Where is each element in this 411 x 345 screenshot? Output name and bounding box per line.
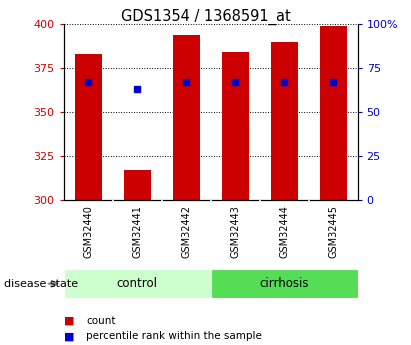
Text: disease state: disease state (4, 279, 78, 289)
Bar (222, 52, 249, 200)
Bar (75, 54, 102, 200)
Text: GDS1354 / 1368591_at: GDS1354 / 1368591_at (120, 9, 291, 25)
Bar (124, 170, 151, 200)
Text: GSM32443: GSM32443 (230, 205, 240, 258)
Bar (211, 269, 358, 298)
Text: GSM32441: GSM32441 (132, 205, 142, 258)
Text: ■: ■ (64, 316, 74, 326)
Text: GSM32445: GSM32445 (328, 205, 338, 258)
Bar (270, 42, 298, 200)
Text: cirrhosis: cirrhosis (259, 277, 309, 290)
Text: control: control (117, 277, 158, 290)
Text: count: count (86, 316, 116, 326)
Text: ■: ■ (64, 332, 74, 341)
Text: GSM32444: GSM32444 (279, 205, 289, 258)
Bar (64, 269, 210, 298)
Text: GSM32440: GSM32440 (83, 205, 93, 258)
Text: percentile rank within the sample: percentile rank within the sample (86, 332, 262, 341)
Bar (320, 26, 346, 200)
Bar (173, 35, 200, 200)
Text: GSM32442: GSM32442 (181, 205, 191, 258)
